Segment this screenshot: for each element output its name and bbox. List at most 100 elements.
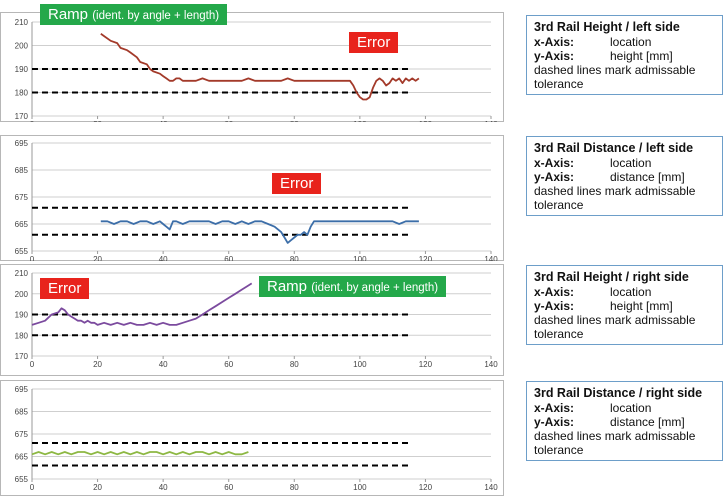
y-tick-label: 695 (15, 139, 29, 148)
info-note: dashed lines mark admissable tolerance (534, 313, 696, 341)
y-tick-label: 170 (15, 352, 29, 361)
x-tick-label: 100 (353, 483, 367, 492)
series-line (100, 220, 419, 244)
y-tick-label: 210 (15, 18, 29, 27)
x-axis-label: x-Axis: (534, 156, 575, 170)
y-axis-label: y-Axis: (534, 49, 575, 63)
x-tick-label: 120 (419, 255, 433, 261)
y-tick-label: 675 (15, 193, 29, 202)
y-tick-label: 655 (15, 247, 29, 256)
x-tick-label: 140 (484, 255, 498, 261)
y-axis-value: height [mm] (610, 49, 673, 63)
y-axis-value: height [mm] (610, 299, 673, 313)
x-tick-label: 140 (484, 120, 498, 122)
chart-frame (0, 135, 504, 261)
chart-panel-1: 170 180 190 200 210 0 20 40 60 80 100 120 140 (0, 12, 504, 122)
info-x-row: x-Axis: location (534, 401, 715, 415)
x-tick-label: 120 (419, 360, 433, 369)
series-line (100, 33, 420, 101)
y-axis-label: y-Axis: (534, 170, 575, 184)
chart-frame (0, 380, 504, 496)
y-tick-label: 675 (15, 430, 29, 439)
x-axis-value: location (610, 35, 652, 49)
x-tick-label: 80 (290, 360, 299, 369)
chart-panel-4: 655 665 675 685 695 0 20 40 60 80 100 120 140 (0, 380, 504, 496)
x-axis-value: location (610, 285, 652, 299)
chart-1: 170 180 190 200 210 0 20 40 60 80 100 120 140 (0, 12, 504, 122)
error-tag-2: Error (272, 173, 322, 194)
info-title: 3rd Rail Height / left side (534, 20, 680, 34)
ramp-tag-3: Ramp (ident. by angle + length) (259, 276, 447, 297)
y-tick-label: 190 (15, 65, 29, 74)
info-box-4: 3rd Rail Distance / right side x-Axis: lo… (526, 381, 723, 461)
x-tick-label: 20 (93, 360, 102, 369)
info-x-row: x-Axis: location (534, 35, 715, 49)
x-tick-label: 120 (419, 483, 433, 492)
info-note: dashed lines mark admissable tolerance (534, 429, 696, 457)
info-y-row: y-Axis: height [mm] (534, 49, 715, 63)
x-tick-label: 100 (353, 255, 367, 261)
info-y-row: y-Axis: height [mm] (534, 299, 715, 313)
series-line (31, 451, 249, 456)
x-axis-label: x-Axis: (534, 285, 575, 299)
x-tick-label: 0 (30, 120, 35, 122)
error-tag-3: Error (40, 278, 90, 299)
x-axis-value: location (610, 401, 652, 415)
x-tick-label: 80 (290, 483, 299, 492)
x-axis-label: x-Axis: (534, 401, 575, 415)
y-tick-label: 170 (15, 112, 29, 121)
tag-main: Ramp (267, 278, 308, 295)
y-tick-label: 200 (15, 290, 29, 299)
x-tick-label: 80 (290, 255, 299, 261)
x-tick-label: 140 (484, 360, 498, 369)
x-tick-label: 40 (159, 483, 168, 492)
series-line (31, 282, 253, 326)
x-tick-label: 60 (224, 360, 233, 369)
y-tick-label: 685 (15, 408, 29, 417)
y-tick-label: 655 (15, 475, 29, 484)
x-tick-label: 20 (93, 255, 102, 261)
info-note: dashed lines mark admissable tolerance (534, 63, 696, 91)
x-tick-label: 40 (159, 360, 168, 369)
info-x-row: x-Axis: location (534, 156, 715, 170)
y-tick-label: 665 (15, 220, 29, 229)
chart-frame (0, 12, 504, 122)
x-tick-label: 100 (353, 120, 367, 122)
x-tick-label: 0 (30, 360, 35, 369)
y-axis-value: distance [mm] (610, 170, 685, 184)
x-tick-label: 60 (224, 255, 233, 261)
x-tick-label: 40 (159, 120, 168, 122)
y-tick-label: 685 (15, 166, 29, 175)
x-tick-label: 60 (224, 120, 233, 122)
x-tick-label: 120 (419, 120, 433, 122)
x-tick-label: 80 (290, 120, 299, 122)
chart-2: 655 665 675 685 695 0 20 40 60 80 100 120 140 (0, 135, 504, 261)
tag-main: Error (280, 175, 314, 192)
tag-main: Error (357, 34, 391, 51)
x-tick-label: 100 (353, 360, 367, 369)
x-tick-label: 60 (224, 483, 233, 492)
y-tick-label: 180 (15, 331, 29, 340)
x-tick-label: 0 (30, 483, 35, 492)
info-box-2: 3rd Rail Distance / left side x-Axis: loc… (526, 136, 723, 216)
info-note: dashed lines mark admissable tolerance (534, 184, 696, 212)
info-title: 3rd Rail Distance / left side (534, 141, 694, 155)
chart-4: 655 665 675 685 695 0 20 40 60 80 100 120 140 (0, 380, 504, 496)
error-tag-1: Error (349, 32, 399, 53)
y-tick-label: 665 (15, 453, 29, 462)
info-box-3: 3rd Rail Height / right side x-Axis: loca… (526, 265, 723, 345)
y-axis-value: distance [mm] (610, 415, 685, 429)
y-tick-label: 180 (15, 89, 29, 98)
chart-panel-2: 655 665 675 685 695 0 20 40 60 80 100 120 140 (0, 135, 504, 261)
x-tick-label: 20 (93, 483, 102, 492)
y-tick-label: 190 (15, 311, 29, 320)
y-axis-label: y-Axis: (534, 299, 575, 313)
info-title: 3rd Rail Height / right side (534, 270, 689, 284)
tag-main: Ramp (48, 6, 89, 23)
x-tick-label: 140 (484, 483, 498, 492)
info-y-row: y-Axis: distance [mm] (534, 415, 715, 429)
tag-main: Error (48, 280, 82, 297)
y-tick-label: 200 (15, 42, 29, 51)
x-tick-label: 0 (30, 255, 35, 261)
info-y-row: y-Axis: distance [mm] (534, 170, 715, 184)
